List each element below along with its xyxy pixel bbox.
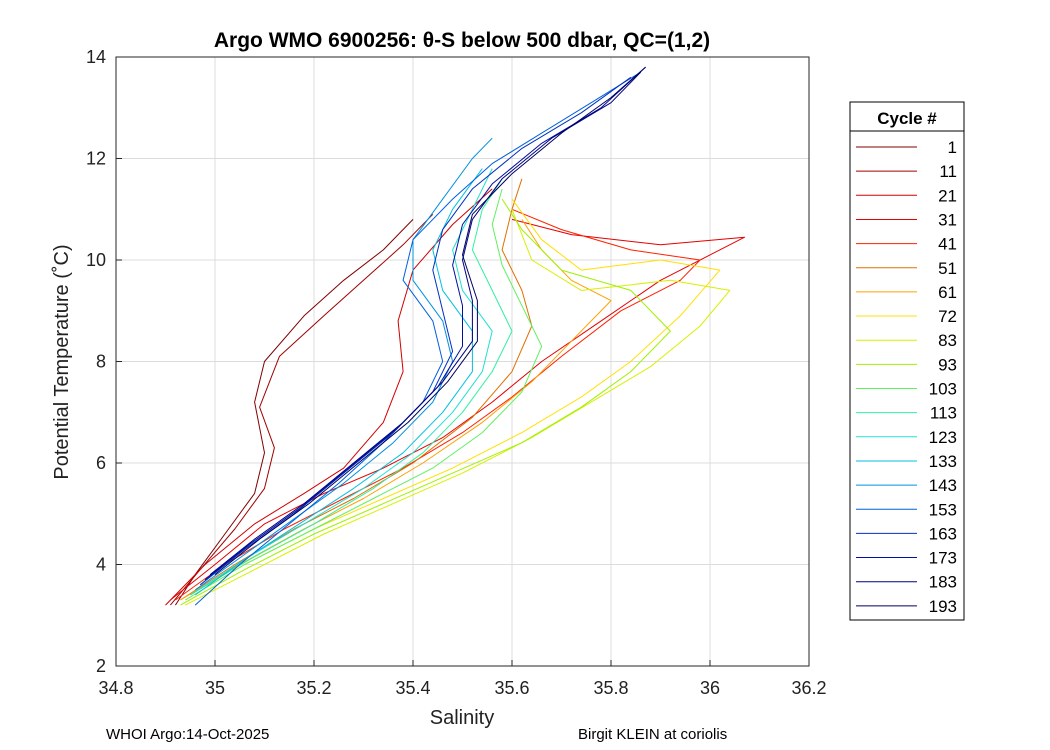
series-line-cycle-93 <box>180 198 671 606</box>
chart-title: Argo WMO 6900256: θ-S below 500 dbar, QC… <box>214 29 710 52</box>
y-tick-label: 2 <box>96 656 106 676</box>
series-line-cycle-183 <box>209 71 642 575</box>
x-tick-label: 35.6 <box>494 678 529 698</box>
legend-label-11: 11 <box>939 162 957 181</box>
x-tick-label: 35.4 <box>395 678 430 698</box>
legend-title: Cycle # <box>877 109 937 128</box>
y-tick-label: 12 <box>86 149 106 169</box>
series-line-cycle-163 <box>199 76 632 586</box>
legend-label-83: 83 <box>938 331 957 350</box>
y-axis-ticks: 2 4 6 8 10 12 14 <box>86 47 122 676</box>
legend-label-163: 163 <box>929 524 957 543</box>
footer-left: WHOI Argo:14-Oct-2025 <box>106 726 270 743</box>
legend-label-183: 183 <box>929 573 957 592</box>
legend-label-61: 61 <box>938 283 957 302</box>
y-tick-label: 8 <box>96 352 106 372</box>
legend-label-1: 1 <box>948 138 957 157</box>
legend-label-133: 133 <box>929 452 957 471</box>
legend-label-153: 153 <box>929 500 957 519</box>
footer-right: Birgit KLEIN at coriolis <box>578 726 728 743</box>
legend-label-21: 21 <box>938 186 957 205</box>
x-tick-label: 35 <box>205 678 225 698</box>
y-axis-label: Potential Temperature (˚C) <box>51 244 73 479</box>
y-tick-label: 14 <box>86 47 106 67</box>
y-tick-label: 6 <box>96 453 106 473</box>
legend: Cycle # 11121314151617283931031131231331… <box>849 101 965 621</box>
series-line-cycle-83 <box>185 209 731 606</box>
x-tick-label: 36.2 <box>791 678 826 698</box>
series-line-cycle-31 <box>170 218 746 601</box>
x-tick-label: 34.8 <box>98 678 133 698</box>
series-line-cycle-103 <box>185 188 543 601</box>
x-axis-label: Salinity <box>430 707 494 729</box>
y-tick-label: 4 <box>96 555 106 575</box>
series-line-cycle-193 <box>214 66 646 575</box>
x-tick-label: 35.2 <box>296 678 331 698</box>
series-lines <box>165 66 746 606</box>
legend-label-173: 173 <box>929 549 957 568</box>
series-line-cycle-173 <box>204 66 646 581</box>
x-axis-ticks: 34.8 35 35.2 35.4 35.6 35.8 36 36.2 <box>98 660 827 698</box>
series-line-cycle-123 <box>190 168 493 596</box>
legend-label-103: 103 <box>929 380 957 399</box>
legend-label-113: 113 <box>930 404 957 423</box>
legend-entries: 1112131415161728393103113123133143153163… <box>856 138 957 616</box>
series-line-cycle-133 <box>194 168 483 596</box>
legend-label-123: 123 <box>929 428 957 447</box>
series-line-cycle-143 <box>194 137 493 591</box>
legend-label-41: 41 <box>938 235 957 254</box>
series-line-cycle-1 <box>174 219 414 606</box>
series-line-cycle-21 <box>165 188 493 606</box>
x-tick-label: 36 <box>700 678 720 698</box>
series-line-cycle-72 <box>185 198 721 601</box>
legend-label-31: 31 <box>938 210 957 229</box>
legend-label-143: 143 <box>929 476 957 495</box>
legend-label-72: 72 <box>938 307 957 326</box>
x-tick-label: 35.8 <box>593 678 628 698</box>
legend-label-51: 51 <box>938 259 957 278</box>
legend-label-193: 193 <box>929 597 957 616</box>
legend-label-93: 93 <box>938 355 957 374</box>
series-line-cycle-153 <box>194 71 641 606</box>
series-line-cycle-11 <box>170 213 434 606</box>
y-tick-label: 10 <box>86 250 106 270</box>
series-line-cycle-113 <box>190 178 513 596</box>
series-line-cycle-51 <box>180 178 533 601</box>
